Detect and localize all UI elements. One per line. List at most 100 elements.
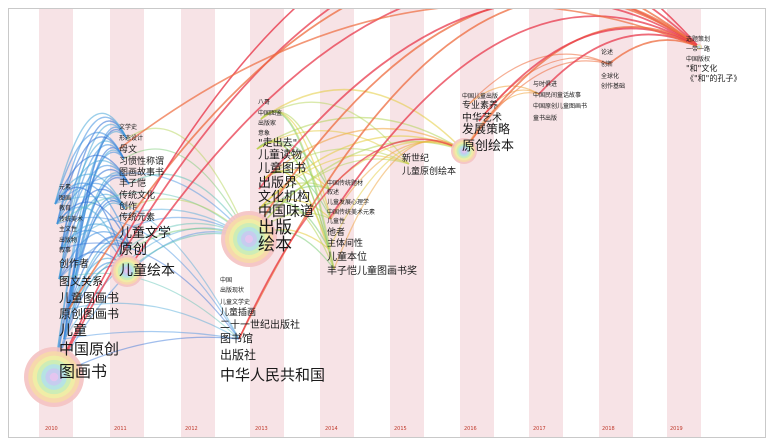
year-stripe [110,9,144,437]
node-xuanticehua [696,44,702,50]
keyword-label: 中国味道 [258,204,314,220]
year-tick-label: 2019 [670,426,683,432]
keyword-link [56,216,240,340]
year-stripe [460,9,494,437]
keyword-label: 图书馆 [220,331,253,345]
keyword-label: 叙事 [59,246,71,254]
year-tick-label: 2011 [114,426,127,432]
keyword-link [258,9,700,190]
year-tick-label: 2010 [45,426,58,432]
keyword-label: 二十一世纪出版社 [220,318,300,331]
keyword-label: 中华人民共和国 [220,366,325,384]
keyword-label: 儿童 [59,322,87,339]
keyword-link [468,85,540,105]
year-tick-label: 2017 [533,426,546,432]
keyword-label: 儿童文学史 [220,298,250,306]
keyword-label: 形态设计 [119,134,143,142]
keyword-label: 图画故事书 [119,166,164,178]
keyword-link [58,169,130,280]
keyword-label: 他者 [327,226,345,238]
keyword-label: 传统元素 [119,211,155,223]
keyword-label: 丰子恺儿童图画书奖 [327,264,417,277]
keyword-link [256,130,410,165]
keyword-label: 中国图鉴 [258,109,282,117]
keyword-timezone-graph: 元素图画教育传统美术主文性出版物叙事创作者图文关系儿童图画书原创图画书儿童中国原… [24,9,741,437]
keyword-label: 专业素养 [462,99,498,111]
timezone-map: 元素 图画 教育 传统美术 主文性 出版物 叙事 创作者 图文关系 儿童图画书 原创图画书 儿童 中国原… [8,8,766,438]
keyword-label: 意象 [258,129,270,137]
keyword-label: 创作基础 [601,82,625,90]
node-ring [49,372,59,382]
keyword-link [238,9,700,340]
year-stripe [529,9,563,437]
keyword-label: 八哥 [258,99,270,106]
keyword-label: 绘本 [258,235,292,255]
keyword-label: 中华艺术 [462,111,502,124]
keyword-label: 叙述 [327,188,339,196]
year-stripe [320,9,354,437]
keyword-label: 出版界 [258,176,297,191]
keyword-label: 发展策略 [462,121,510,136]
keyword-label: 中国传统美术元素 [327,208,375,216]
node-tuhuashu [24,347,84,407]
keyword-link [60,242,240,340]
keyword-label: 选题策划 [686,35,710,43]
keyword-link [478,27,700,122]
keyword-label: 中国民间童话故事 [533,91,581,99]
node-ertonghuiben [111,255,143,287]
keyword-label: 儿童发展心理学 [327,198,369,206]
keyword-label: 原创 [119,242,147,258]
keyword-link [54,131,125,205]
keyword-label: 中国传统题材 [327,179,363,187]
keyword-label: 出版家 [258,119,276,127]
keyword-label: 创作 [119,200,137,212]
keyword-label: 儿童图书 [258,160,306,175]
keyword-label: 新世纪 [402,152,429,164]
year-tick-label: 2013 [255,426,268,432]
keyword-label: 主体间性 [327,237,363,249]
keyword-label: 出版现状 [220,286,244,294]
year-tick-label: 2015 [394,426,407,432]
keyword-label: 元素 [59,183,71,191]
node-yuanchuanghuiben [451,138,477,164]
keyword-label: "走出去" [258,136,297,149]
keyword-label: 《"和"的孔子》 [686,73,741,83]
keyword-link [118,9,700,150]
node-ring [462,149,466,153]
keyword-link [56,182,126,225]
keyword-label: 出版社 [220,347,256,362]
keyword-label: 与时俱进 [533,80,557,88]
keyword-label: 儿童图画书 [59,290,119,305]
keyword-label: 传统文化 [119,189,155,201]
keyword-label: 原创绘本 [462,139,514,154]
keyword-label: 丰子恺 [119,177,146,189]
keyword-link [126,9,700,272]
keyword-link [54,195,240,340]
keyword-link [263,148,410,180]
keyword-link [56,201,132,250]
keyword-label: 中国 [220,276,232,284]
keyword-link [123,148,250,240]
keyword-label: 童书出版 [533,114,557,122]
keyword-label: 一带一路 [686,45,710,53]
year-tick-label: 2018 [602,426,615,432]
keyword-label: 教育 [59,204,71,212]
keyword-label: 中国儿童出版 [462,92,498,100]
keyword-label: 论述 [601,48,613,56]
keyword-link [53,131,128,378]
keyword-label: 习惯性称谓 [119,155,164,167]
keyword-label: 儿童读物 [258,147,302,161]
keyword-link [63,330,240,340]
keyword-label: 出版物 [59,236,77,244]
keyword-label: 儿童绘本 [119,262,175,279]
keyword-label: 儿童性 [327,217,345,225]
keyword-link [56,191,250,240]
keyword-label: 中国版权 [686,55,710,63]
year-stripe [599,9,633,437]
year-tick-label: 2014 [325,426,338,432]
keyword-link [328,15,700,220]
node-ring [245,235,253,243]
year-stripe [181,9,215,437]
keyword-label: "和"文化 [686,63,717,73]
keyword-label: 原创图画书 [59,307,119,321]
